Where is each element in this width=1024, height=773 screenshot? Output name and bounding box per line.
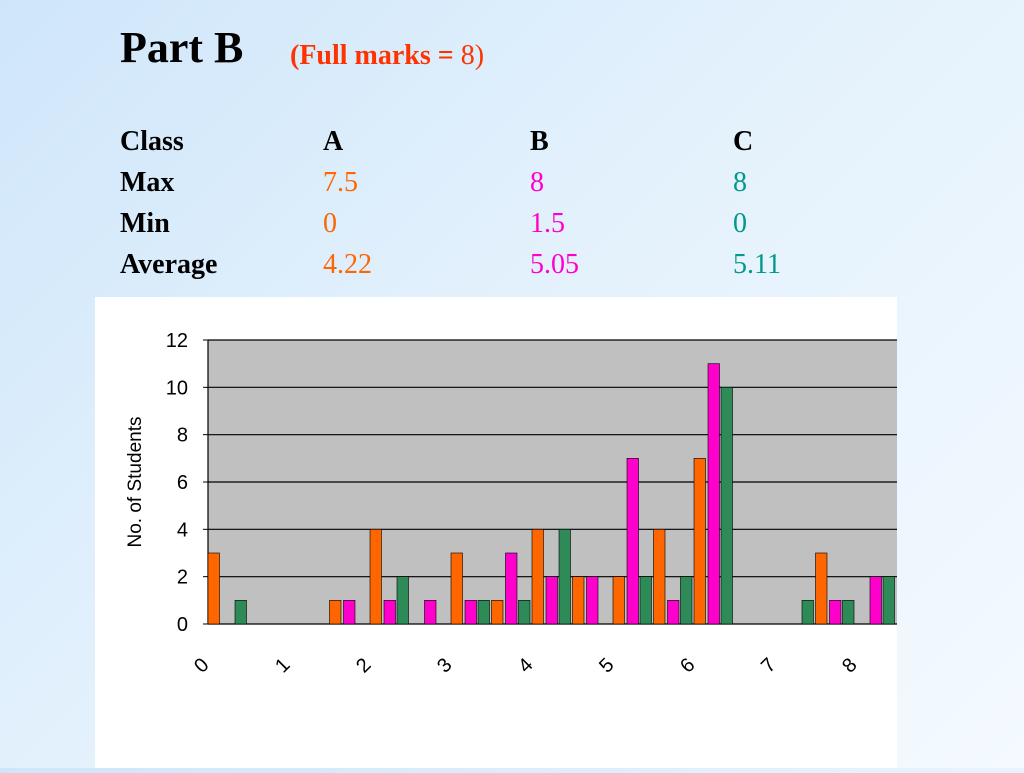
y-tick-label: 10: [166, 377, 188, 399]
bar-class-c: [842, 600, 855, 625]
x-tick-label: 8: [838, 654, 861, 677]
bar-class-a: [369, 529, 382, 625]
bar-class-b: [707, 363, 720, 625]
y-tick-label: 8: [177, 425, 188, 447]
bar-class-a: [207, 552, 220, 625]
subtitle-close: ): [474, 40, 485, 71]
bar-class-a: [572, 576, 585, 625]
bar-class-b: [626, 458, 639, 625]
stats-value-b: 1.5: [530, 208, 565, 239]
bar-class-b: [424, 600, 437, 625]
bar-class-a: [815, 552, 828, 625]
bar-class-c: [801, 600, 814, 625]
stats-header-label: Class: [120, 126, 184, 157]
y-tick-label: 2: [177, 567, 188, 589]
bar-class-a: [653, 529, 666, 625]
x-tick-label: 2: [352, 654, 375, 677]
bar-class-b: [869, 576, 882, 625]
stats-row-label: Max: [120, 167, 175, 198]
bar-class-b: [383, 600, 396, 625]
stats-row-label: Min: [120, 208, 170, 239]
bar-class-b: [545, 576, 558, 625]
bar-class-c: [639, 576, 652, 625]
bar-class-c: [882, 576, 895, 625]
y-axis-label: No. of Students: [125, 417, 146, 548]
bar-class-c: [720, 387, 733, 625]
stats-value-b: 8: [530, 167, 544, 198]
x-tick-label: 5: [595, 654, 618, 677]
bar-class-b: [829, 600, 842, 625]
stats-value-c: 5.11: [733, 249, 781, 280]
y-tick-label: 4: [177, 519, 188, 541]
stats-header-b: B: [530, 126, 549, 157]
bar-class-b: [505, 552, 518, 625]
bar-class-b: [464, 600, 477, 625]
bar-class-a: [531, 529, 544, 625]
bar-class-c: [234, 600, 247, 625]
stats-value-a: 7.5: [323, 167, 358, 198]
x-tick-label: 4: [514, 654, 537, 677]
bar-class-a: [693, 458, 706, 625]
x-tick-label: 3: [433, 654, 456, 677]
bar-class-b: [343, 600, 356, 625]
y-tick-label: 12: [166, 330, 188, 352]
bar-class-a: [491, 600, 504, 625]
stats-row-label: Average: [120, 249, 218, 280]
bar-class-c: [396, 576, 409, 625]
stats-value-b: 5.05: [530, 249, 579, 280]
bar-class-c: [680, 576, 693, 625]
stats-header-c: C: [733, 126, 754, 157]
bar-class-c: [558, 529, 571, 625]
subtitle-text: (Full marks =: [290, 40, 461, 71]
stats-header-a: A: [323, 126, 344, 157]
x-tick-label: 6: [676, 654, 699, 677]
bar-class-a: [450, 552, 463, 625]
y-tick-label: 0: [177, 614, 188, 636]
stats-value-c: 0: [733, 208, 747, 239]
slide-title: Part B: [120, 23, 244, 72]
stats-value-c: 8: [733, 167, 747, 198]
stats-value-a: 0: [323, 208, 337, 239]
bar-class-b: [586, 576, 599, 625]
bar-class-b: [667, 600, 680, 625]
x-tick-label: 7: [757, 654, 780, 677]
bar-class-c: [518, 600, 531, 625]
bar-class-c: [477, 600, 490, 625]
slide-subtitle: (Full marks = 8): [290, 40, 484, 72]
bar-class-a: [329, 600, 342, 625]
chart-panel: 0 2 4 6 8 10 12 No. of Students 0 1 2 3 4 5 6 7 8: [95, 297, 897, 768]
stats-value-a: 4.22: [323, 249, 372, 280]
x-tick-label: 1: [271, 654, 294, 677]
y-tick-label: 6: [177, 472, 188, 494]
x-tick-label: 0: [190, 654, 213, 677]
subtitle-value: 8: [460, 40, 475, 71]
bar-class-a: [612, 576, 625, 625]
